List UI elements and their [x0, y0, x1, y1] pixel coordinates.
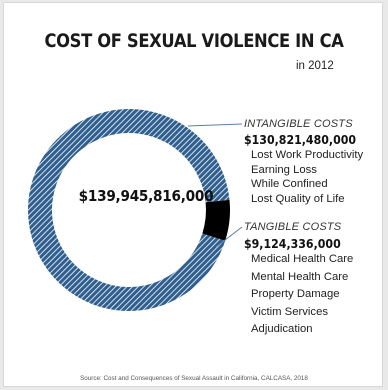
legend-intangible-heading: INTANGIBLE COSTS	[244, 118, 353, 130]
list-item: Victim Services	[251, 305, 329, 318]
legend-intangible-amount: $130,821,480,000	[244, 132, 357, 147]
leader-line-intangible	[187, 123, 243, 127]
leader-line-tangible	[215, 226, 243, 248]
list-item: Medical Health Care	[251, 253, 354, 265]
slice-intangible-costs	[27, 108, 230, 311]
list-item: While Confined	[251, 178, 328, 191]
total-cost-value: $139,945,816,000	[78, 187, 214, 205]
leader-lines	[187, 123, 243, 248]
infographic-card	[3, 2, 383, 387]
chart-title: COST OF SEXUAL VIOLENCE IN CA	[44, 30, 344, 52]
list-item: Mental Health Care	[251, 270, 349, 283]
legend-tangible-items: Medical Health Care Mental Health Care P…	[251, 251, 353, 339]
list-item: Lost Work Productivity	[251, 149, 364, 161]
source-note: Source: Cost and Consequences of Sexual …	[80, 375, 308, 382]
legend-intangible-items: Lost Work Productivity Earning Loss Whil…	[251, 148, 363, 207]
slice-tangible-costs	[202, 199, 230, 241]
donut-slices	[27, 108, 230, 311]
chart-subtitle: in 2012	[296, 60, 334, 72]
list-item: Property Damage	[251, 288, 340, 300]
list-item: Earning Loss	[251, 163, 317, 176]
legend-tangible-amount: $9,124,336,000	[244, 236, 341, 251]
list-item: Adjudication	[251, 323, 313, 335]
legend-tangible-heading: TANGIBLE COSTS	[244, 221, 342, 233]
list-item: Lost Quality of Life	[251, 193, 345, 206]
